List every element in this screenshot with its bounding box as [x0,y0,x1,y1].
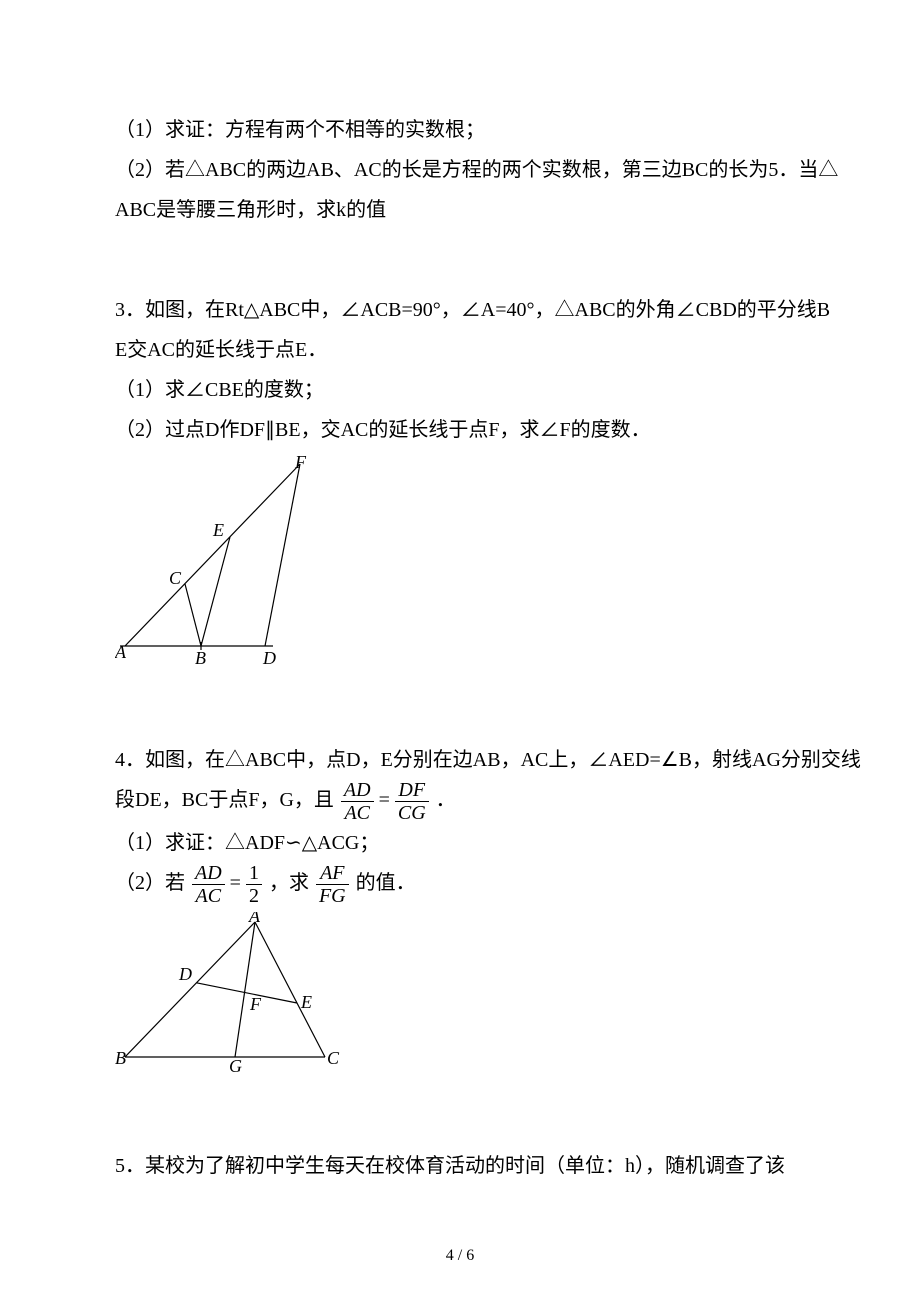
q4-stem-line2: 段DE，BC于点F，G，且 ADAC=DFCG ． [115,780,805,823]
q4-p2c: 的值． [356,872,416,894]
q4-stem-line1: 4．如图，在△ABC中，点D，E分别在边AB，AC上，∠AED=∠B，射线AG分… [115,740,805,780]
q4-eq3: AFFG [314,872,356,894]
q3-figure: A B C D E F [115,456,805,680]
q4-p2a: （2）若 [115,872,185,894]
q4-figure: A B C D E F G [115,912,805,1086]
q4-part2: （2）若 ADAC=12 ，求 AFFG 的值． [115,863,805,906]
q3-label-D: D [262,648,276,666]
q4-label-C: C [327,1048,340,1068]
q4-label-B: B [115,1048,126,1068]
q4-stem2b: ． [436,789,456,811]
q4-label-D: D [178,964,192,984]
spacer [115,230,805,290]
q4-label-A: A [248,912,261,926]
q4-p2b: ，求 [269,872,309,894]
q4-part1: （1）求证：△ADF∽△ACG； [115,823,805,863]
q2-part2-line1: （2）若△ABC的两边AB、AC的长是方程的两个实数根，第三边BC的长为5．当△ [115,150,805,190]
q3-stem-line1: 3．如图，在Rt△ABC中，∠ACB=90°，∠A=40°，△ABC的外角∠CB… [115,290,805,330]
q3-label-C: C [169,568,182,588]
spacer [115,1096,805,1146]
q2-part2-line2: ABC是等腰三角形时，求k的值 [115,190,805,230]
q3-part2: （2）过点D作DF∥BE，交AC的延长线于点F，求∠F的度数． [115,410,805,450]
q4-stem2a: 段DE，BC于点F，G，且 [115,789,334,811]
spacer [115,690,805,740]
q4-label-G: G [229,1056,242,1072]
q5-stem: 5．某校为了解初中学生每天在校体育活动的时间（单位：h），随机调查了该 [115,1146,805,1186]
q3-stem-line2: E交AC的延长线于点E． [115,330,805,370]
page: （1）求证：方程有两个不相等的实数根； （2）若△ABC的两边AB、AC的长是方… [0,0,920,1302]
q3-label-F: F [294,456,307,472]
q4-eq2: ADAC=12 [190,872,269,894]
page-footer: 4 / 6 [0,1240,920,1272]
q4-label-E: E [300,992,312,1012]
q4-label-F: F [249,994,262,1014]
q3-label-E: E [212,520,224,540]
q3-label-A: A [115,642,127,662]
q3-label-B: B [195,648,206,666]
q4-eq1: ADAC=DFCG [339,789,436,811]
q2-part1: （1）求证：方程有两个不相等的实数根； [115,110,805,150]
q3-part1: （1）求∠CBE的度数； [115,370,805,410]
